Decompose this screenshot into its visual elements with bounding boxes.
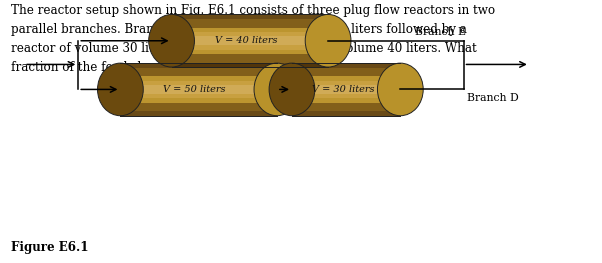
Text: V = 40 liters: V = 40 liters [215,36,277,45]
Text: The reactor setup shown in Fig. E6.1 consists of three plug flow reactors in two: The reactor setup shown in Fig. E6.1 con… [11,4,495,74]
Bar [172,58,328,63]
Bar [172,45,328,49]
Bar [172,23,328,28]
Bar [172,14,328,67]
Bar [292,68,400,72]
Bar [120,63,277,116]
Bar [292,81,400,85]
Text: Figure E6.1: Figure E6.1 [11,241,88,254]
Bar [292,111,400,116]
Bar [120,76,277,81]
Bar [172,49,328,54]
Ellipse shape [98,63,143,116]
Ellipse shape [269,63,315,116]
Bar [172,19,328,23]
Text: V = 50 liters: V = 50 liters [164,85,226,94]
Ellipse shape [149,14,194,67]
Text: Branch E: Branch E [415,27,467,37]
Bar [120,81,277,85]
Bar [120,72,277,76]
Bar [172,36,328,41]
Ellipse shape [377,63,423,116]
Bar [172,28,328,32]
Bar [120,111,277,116]
Bar [292,89,400,94]
Bar [292,76,400,81]
Bar [120,94,277,98]
Bar [120,85,277,89]
Ellipse shape [305,14,351,67]
Bar [120,107,277,111]
Bar [292,103,400,107]
Bar [172,54,328,58]
Bar [292,107,400,111]
Bar [172,14,328,19]
Bar [120,68,277,72]
Bar [120,63,277,68]
Bar [292,98,400,103]
Bar [292,85,400,89]
Bar [172,41,328,45]
Bar [172,32,328,36]
Bar [172,63,328,67]
Bar [120,98,277,103]
Text: Branch D: Branch D [467,93,518,103]
Bar [120,89,277,94]
Bar [292,94,400,98]
Bar [120,103,277,107]
Ellipse shape [254,63,300,116]
Bar [292,72,400,76]
Text: V = 30 liters: V = 30 liters [312,85,374,94]
Bar [292,63,400,116]
Bar [292,63,400,68]
